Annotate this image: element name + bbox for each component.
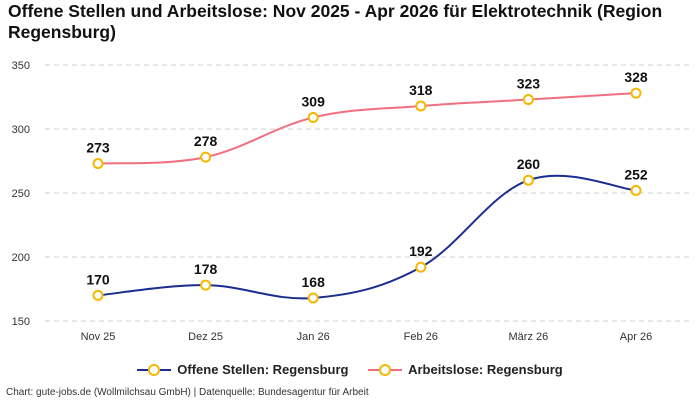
y-tick-label-350: 350 — [12, 60, 30, 72]
legend-symbol-arbeitslose — [368, 363, 403, 376]
data-point-s0-5 — [630, 184, 642, 196]
y-tick-label-150: 150 — [12, 316, 30, 328]
legend-label-arbeitslose: Arbeitslose: Regensburg — [408, 362, 563, 377]
legend-symbol-offene-stellen — [137, 363, 172, 376]
x-tick-label-5: Apr 26 — [620, 331, 652, 343]
data-label-s0-3: 192 — [409, 243, 433, 259]
data-label-s0-5: 252 — [624, 166, 648, 182]
data-point-s0-3 — [415, 261, 427, 273]
data-point-s1-2 — [307, 111, 319, 123]
y-tick-label-200: 200 — [12, 252, 30, 264]
data-point-s0-1 — [200, 279, 212, 291]
data-point-s0-0 — [92, 289, 104, 301]
data-label-s1-5: 328 — [624, 69, 648, 85]
data-label-s0-4: 260 — [517, 156, 541, 172]
data-point-s0-2 — [307, 292, 319, 304]
chart-title: Offene Stellen und Arbeitslose: Nov 2025… — [8, 1, 663, 42]
x-tick-label-1: Dez 25 — [188, 331, 223, 343]
data-label-s0-2: 168 — [302, 274, 326, 290]
legend-item-offene-stellen[interactable]: Offene Stellen: Regensburg — [137, 362, 348, 377]
data-label-s0-1: 178 — [194, 261, 218, 277]
legend-item-arbeitslose[interactable]: Arbeitslose: Regensburg — [368, 362, 563, 377]
data-label-s0-0: 170 — [86, 271, 110, 287]
data-point-s1-3 — [415, 100, 427, 112]
data-point-s0-4 — [522, 174, 534, 186]
data-point-s1-4 — [522, 94, 534, 106]
line-chart: 150 200 250 300 350 Nov 25 Dez 25 Jan 26 Feb 26 M… — [12, 60, 692, 343]
data-label-s1-2: 309 — [302, 93, 326, 109]
series-line-0 — [97, 174, 637, 300]
y-tick-label-300: 300 — [12, 124, 30, 136]
x-tick-label-3: Feb 26 — [404, 331, 438, 343]
data-label-s1-4: 323 — [517, 76, 541, 92]
legend-label-offene-stellen: Offene Stellen: Regensburg — [177, 362, 349, 377]
x-tick-label-4: März 26 — [509, 331, 549, 343]
data-label-s1-3: 318 — [409, 82, 433, 98]
data-label-s1-1: 278 — [194, 133, 218, 149]
y-tick-label-250: 250 — [12, 188, 30, 200]
x-tick-label-0: Nov 25 — [81, 331, 116, 343]
data-point-s1-5 — [630, 87, 642, 99]
legend: Offene Stellen: Regensburg Arbeitslose: … — [0, 362, 700, 379]
x-tick-label-2: Jan 26 — [297, 331, 330, 343]
series-line-1 — [97, 92, 637, 165]
data-point-s1-0 — [92, 158, 104, 170]
data-point-s1-1 — [200, 151, 212, 163]
data-label-s1-0: 273 — [86, 140, 110, 156]
chart-credits: Chart: gute-jobs.de (Wollmilchsau GmbH) … — [6, 387, 369, 398]
